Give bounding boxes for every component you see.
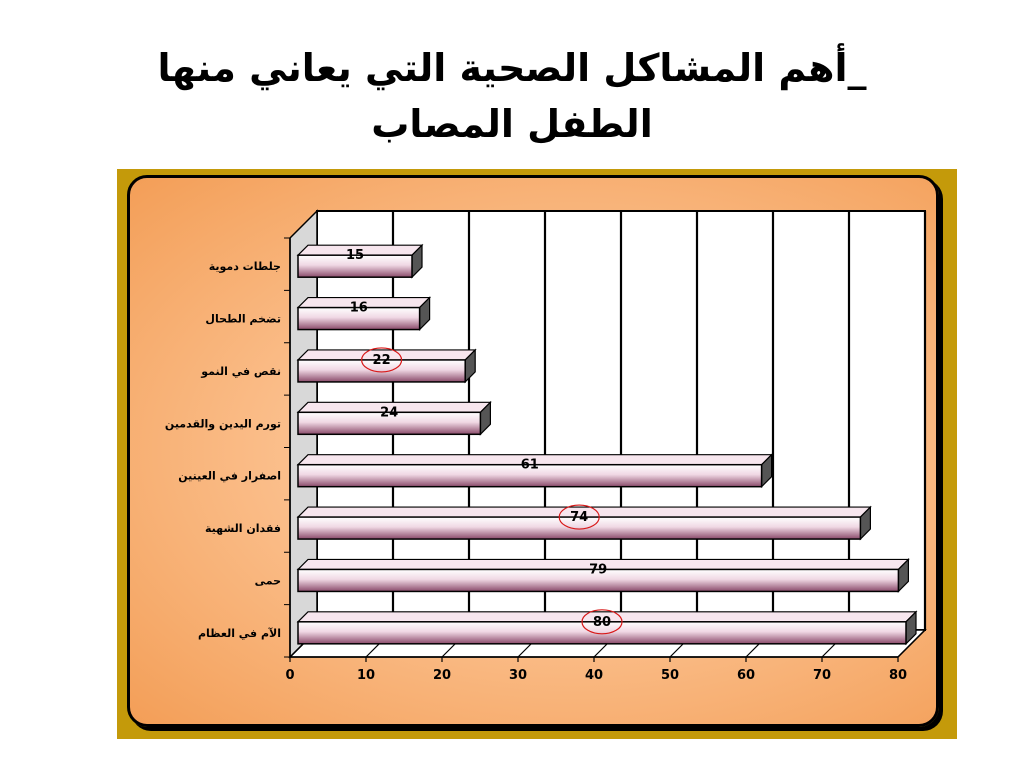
- bar: [297, 463, 763, 488]
- bar: [297, 359, 466, 383]
- data-label: 24: [380, 405, 398, 420]
- highlight-circle: [361, 347, 403, 373]
- slide-title: _أهم المشاكل الصحية التي يعاني منها الطف…: [40, 40, 984, 152]
- highlight-circle: [581, 609, 623, 635]
- x-tick-label: 40: [585, 668, 603, 683]
- highlight-circle: [558, 504, 600, 530]
- bar: [297, 516, 862, 540]
- bar: [297, 568, 900, 593]
- x-tick-label: 70: [813, 668, 831, 683]
- category-label: فقدان الشهية: [205, 522, 281, 535]
- data-label: 80: [593, 615, 611, 630]
- x-tick-label: 50: [661, 668, 679, 683]
- x-tick-label: 60: [737, 668, 755, 683]
- category-label: جلطات دموية: [209, 260, 281, 273]
- data-label: 74: [570, 510, 588, 525]
- data-label: 79: [589, 562, 607, 577]
- bar: [297, 621, 907, 645]
- category-label: تورم اليدين والقدمين: [165, 417, 281, 430]
- category-label: اصفرار في العينين: [178, 470, 281, 483]
- x-tick-label: 20: [433, 668, 451, 683]
- x-tick-label: 10: [357, 668, 375, 683]
- data-label: 16: [350, 301, 368, 316]
- x-tick-label: 0: [285, 668, 294, 683]
- bar: [297, 306, 421, 331]
- x-tick-label: 80: [889, 668, 907, 683]
- title-dash: _: [847, 46, 867, 90]
- x-tick-label: 30: [509, 668, 527, 683]
- data-label: 61: [521, 458, 539, 473]
- data-label: 22: [373, 353, 391, 368]
- category-label: تضخم الطحال: [205, 313, 281, 326]
- bar: [297, 411, 482, 436]
- bar: [297, 254, 413, 278]
- category-label: حمى: [255, 574, 281, 587]
- category-label: نقص في النمو: [200, 365, 281, 378]
- category-label: الآم في العظام: [198, 627, 281, 640]
- floor-gridline: [897, 629, 926, 658]
- title-line-2: الطفل المصاب: [371, 102, 653, 146]
- title-line-1-text: أهم المشاكل الصحية التي يعاني منها: [157, 46, 848, 90]
- title-line-1: _أهم المشاكل الصحية التي يعاني منها: [40, 40, 984, 96]
- data-label: 15: [346, 248, 364, 263]
